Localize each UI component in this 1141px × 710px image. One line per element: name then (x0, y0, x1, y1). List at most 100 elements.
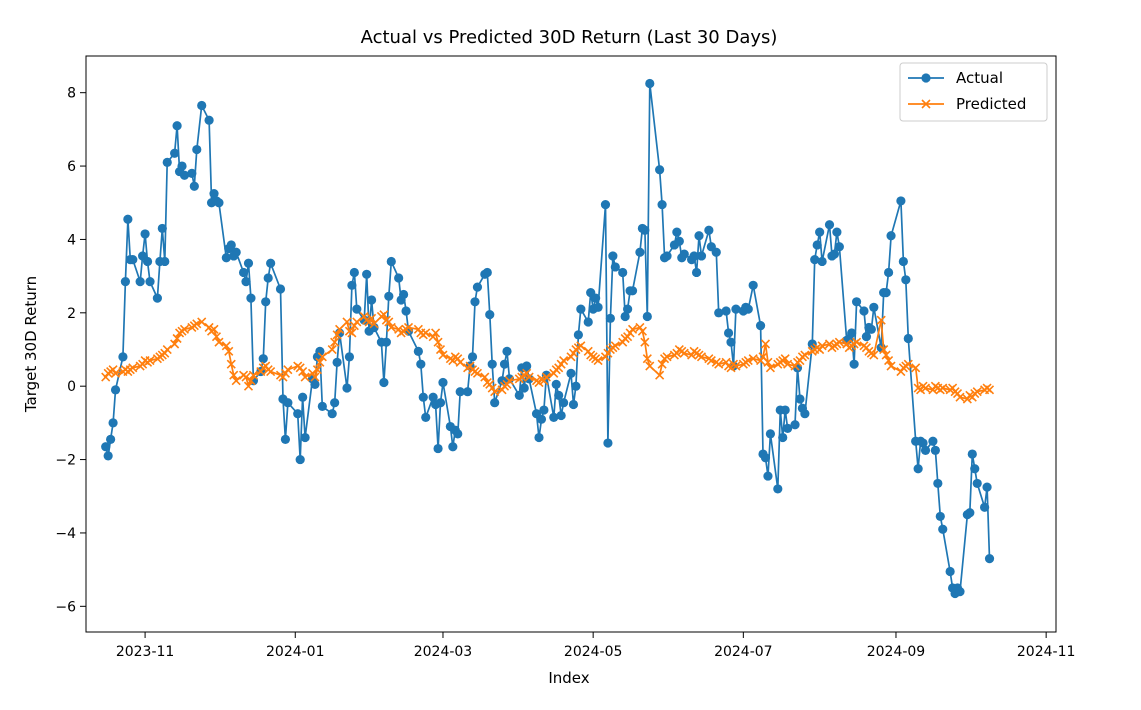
data-point-predicted (221, 341, 231, 351)
data-point-actual (965, 508, 975, 518)
data-point-actual (721, 306, 731, 316)
legend-item-predicted: Predicted (908, 95, 1026, 113)
data-point-actual (231, 247, 241, 257)
data-point-predicted (386, 322, 396, 333)
data-point-predicted (352, 317, 362, 327)
data-point-actual (514, 390, 524, 400)
data-point-actual (433, 443, 443, 454)
data-point-predicted (246, 376, 256, 386)
data-point-actual (938, 524, 948, 534)
data-point-actual (170, 148, 180, 158)
x-tick-label: 2024-11 (1017, 644, 1076, 660)
data-point-predicted (384, 317, 394, 327)
data-point-actual (640, 225, 650, 235)
data-point-actual (275, 284, 286, 294)
data-point-predicted (367, 313, 377, 323)
data-point-actual (261, 297, 271, 307)
x-axis-title: Index (548, 669, 589, 687)
data-point-actual (566, 368, 576, 378)
data-point-actual (472, 282, 483, 292)
x-tick-label: 2024-07 (714, 644, 773, 660)
data-point-actual (214, 198, 224, 208)
data-point-actual (807, 339, 817, 349)
data-point-predicted (369, 319, 379, 329)
data-point-predicted (224, 346, 234, 356)
data-point-actual (886, 231, 896, 241)
data-point-predicted (229, 370, 239, 380)
data-point-actual (386, 256, 396, 267)
data-point-actual (898, 256, 908, 267)
data-point-predicted (433, 337, 443, 347)
data-point-actual (571, 381, 581, 391)
data-point-actual (467, 352, 478, 362)
data-point-actual (696, 251, 707, 261)
data-point-actual (591, 293, 601, 303)
data-point-actual (970, 464, 980, 474)
data-point-actual (790, 420, 800, 430)
data-point-actual (600, 199, 611, 210)
data-point-predicted (886, 361, 896, 371)
data-point-predicted (655, 370, 665, 380)
y-axis-title: Target 30D Return (22, 276, 40, 413)
data-point-predicted (211, 332, 222, 342)
data-point-actual (418, 392, 428, 402)
legend-label: Actual (956, 69, 1003, 87)
data-point-actual (189, 181, 199, 191)
series-line-actual (104, 82, 991, 595)
data-point-actual (832, 227, 842, 237)
data-point-predicted (576, 341, 586, 351)
data-point-actual (689, 251, 699, 261)
data-point-predicted (748, 354, 758, 364)
y-tick-label: −4 (55, 526, 76, 542)
data-point-actual (522, 361, 532, 371)
data-point-actual (398, 289, 409, 300)
data-point-predicted (335, 324, 345, 334)
data-point-actual (834, 242, 844, 252)
data-point-actual (280, 434, 291, 444)
data-point-actual (913, 464, 923, 474)
data-point-actual (930, 445, 940, 455)
data-point-actual (928, 436, 938, 446)
data-point-predicted (876, 315, 886, 325)
data-point-predicted (226, 359, 236, 369)
series-actual (101, 78, 995, 599)
data-point-actual (955, 587, 965, 597)
data-point-actual (935, 511, 945, 522)
data-point-actual (554, 390, 564, 400)
x-axis: 2023-11 2024-01 2024-03 2024-05 2024-07 2024-… (116, 632, 1076, 660)
data-point-predicted (480, 372, 490, 382)
data-point-predicted (763, 357, 773, 367)
data-point-actual (812, 240, 822, 250)
data-point-actual (691, 267, 702, 278)
legend-items: Actual Predicted (908, 69, 1026, 113)
data-point-predicted (298, 366, 308, 377)
data-point-predicted (128, 363, 138, 373)
data-point-actual (435, 398, 446, 408)
data-point-actual (401, 306, 411, 316)
data-point-actual (618, 267, 628, 278)
data-point-predicted (347, 328, 357, 338)
x-tick-label: 2023-11 (116, 644, 175, 660)
data-point-predicted (903, 359, 913, 369)
data-point-actual (573, 330, 583, 340)
data-point-predicted (438, 350, 448, 360)
data-point-actual (226, 240, 236, 250)
data-point-actual (711, 247, 721, 257)
data-point-predicted (472, 368, 483, 378)
data-point-predicted (179, 324, 190, 334)
data-point-actual (869, 302, 879, 312)
data-point-actual (967, 449, 977, 459)
data-point-predicted (627, 324, 638, 334)
data-point-predicted (852, 337, 862, 347)
data-point-predicted (421, 328, 431, 338)
data-point-predicted (696, 352, 707, 362)
data-point-actual (502, 346, 512, 356)
data-point-actual (645, 78, 655, 89)
data-point-predicted (315, 357, 325, 367)
data-point-predicted (490, 387, 500, 397)
data-point-actual (800, 409, 810, 419)
data-point-actual (258, 354, 268, 364)
data-point-actual (108, 418, 118, 428)
data-point-actual (731, 304, 741, 314)
